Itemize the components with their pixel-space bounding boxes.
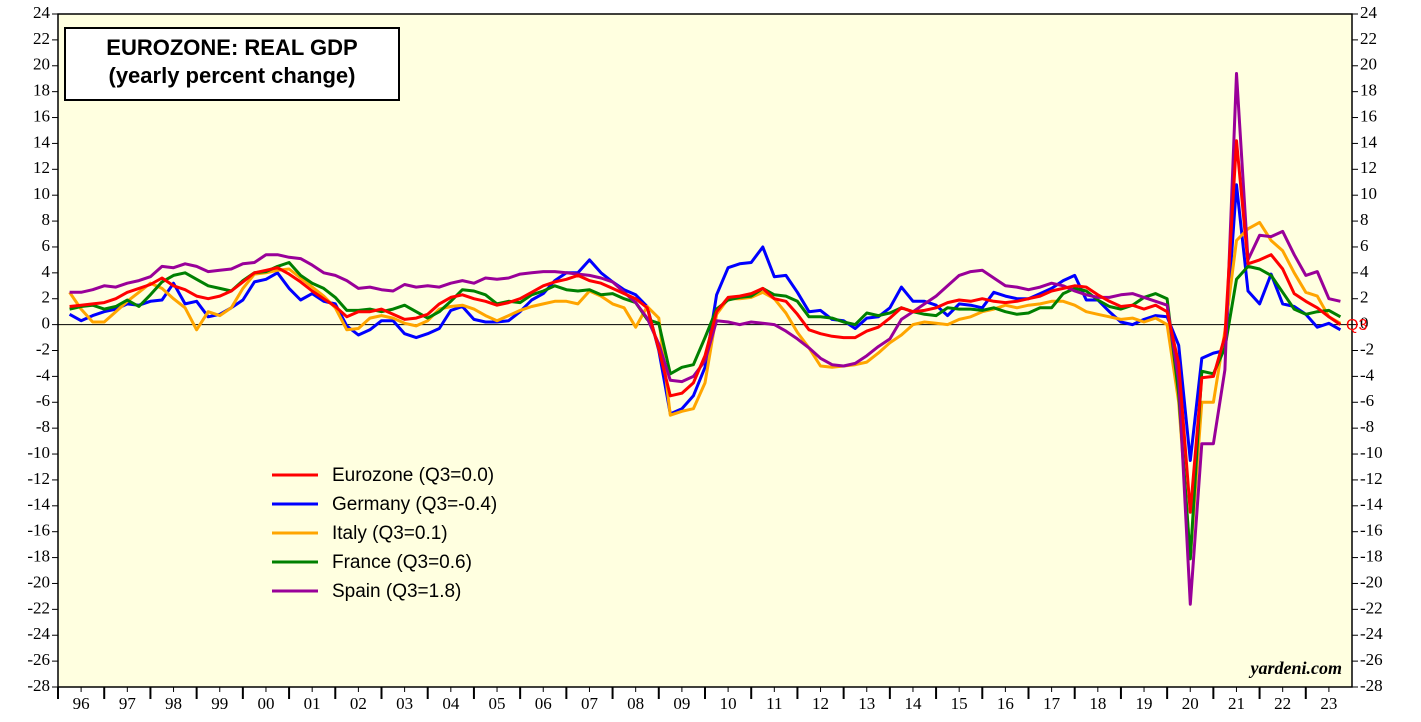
y-tick-label: 20 [33,55,50,74]
y-tick-label: 10 [33,184,50,203]
y-tick-label: -6 [36,391,50,410]
x-tick-label: 19 [1136,694,1153,713]
y-tick-label: -18 [27,546,50,565]
series-line [68,183,1342,462]
y-tick-label: -12 [27,469,50,488]
y-tick-label: -4 [36,365,51,384]
x-tick-label: 16 [997,694,1014,713]
series-line [69,72,1341,606]
y-tick-label-right: 14 [1360,132,1378,151]
x-tick-label: 18 [1089,694,1106,713]
legend-label: Eurozone (Q3=0.0) [332,465,494,486]
x-tick-label: 13 [858,694,875,713]
y-tick-label-right: -20 [1360,572,1383,591]
y-tick-label-right: -24 [1360,624,1383,643]
y-tick-label-right: 20 [1360,55,1377,74]
x-tick-label: 09 [673,694,690,713]
y-tick-label: -8 [36,417,50,436]
source-label: yardeni.com [1249,658,1343,678]
chart-title: EUROZONE: REAL GDP [106,35,357,60]
y-tick-label: 12 [33,158,50,177]
x-tick-label: 96 [73,694,90,713]
y-tick-label-right: -12 [1360,469,1383,488]
y-tick-label-right: 2 [1360,288,1369,307]
x-tick-label: 03 [396,694,413,713]
chart-subtitle: (yearly percent change) [109,63,356,88]
y-tick-label-right: 6 [1360,236,1369,255]
y-tick-label-right: -6 [1360,391,1374,410]
y-tick-label: -26 [27,650,50,669]
y-tick-label: 22 [33,29,50,48]
y-tick-label-right: -22 [1360,598,1383,617]
legend-label: France (Q3=0.6) [332,552,472,573]
y-tick-label: -24 [27,624,50,643]
y-tick-label-right: -2 [1360,339,1374,358]
x-tick-label: 15 [951,694,968,713]
y-tick-label-right: -10 [1360,443,1383,462]
x-tick-label: 11 [766,694,782,713]
y-tick-label-right: 8 [1360,210,1369,229]
x-tick-label: 97 [119,694,137,713]
x-tick-label: 22 [1274,694,1291,713]
y-tick-label: 6 [42,236,51,255]
y-tick-label: -16 [27,521,50,540]
x-tick-label: 04 [442,694,460,713]
y-tick-label: -10 [27,443,50,462]
y-tick-label: 24 [33,3,51,22]
y-tick-label-right: -8 [1360,417,1374,436]
x-tick-label: 99 [211,694,228,713]
y-tick-label-right: -28 [1360,676,1383,695]
y-tick-label-right: -14 [1360,495,1383,514]
legend-label: Italy (Q3=0.1) [332,523,448,544]
y-tick-label-right: -4 [1360,365,1375,384]
y-tick-label-right: -16 [1360,521,1383,540]
y-tick-label-right: 18 [1360,81,1377,100]
legend-label: Germany (Q3=-0.4) [332,494,497,515]
y-tick-label-right: 0 [1360,314,1369,333]
y-tick-label: 14 [33,132,51,151]
y-tick-label: 18 [33,81,50,100]
x-tick-label: 01 [304,694,321,713]
x-tick-label: 07 [581,694,599,713]
x-tick-label: 23 [1320,694,1337,713]
last-quarter-label: Q3 [1346,317,1367,334]
x-tick-label: 20 [1182,694,1199,713]
y-tick-label-right: 16 [1360,106,1377,125]
x-tick-label: 00 [257,694,274,713]
y-tick-label-right: 22 [1360,29,1377,48]
y-tick-label: -22 [27,598,50,617]
y-tick-label: -14 [27,495,50,514]
y-tick-label-right: 4 [1360,262,1369,281]
x-tick-label: 14 [904,694,922,713]
y-tick-label-right: -26 [1360,650,1383,669]
y-tick-label: 8 [42,210,51,229]
x-tick-label: 05 [489,694,506,713]
y-tick-label: -2 [36,339,50,358]
x-tick-label: 02 [350,694,367,713]
y-tick-label: -28 [27,676,50,695]
y-tick-label: 2 [42,288,51,307]
y-tick-label-right: -18 [1360,546,1383,565]
x-tick-label: 12 [812,694,829,713]
legend-label: Spain (Q3=1.8) [332,581,461,602]
y-tick-label-right: 10 [1360,184,1377,203]
plot-area [58,72,1352,606]
x-tick-label: 17 [1043,694,1061,713]
y-tick-label: 16 [33,106,50,125]
x-tick-label: 08 [627,694,644,713]
y-tick-label-right: 24 [1360,3,1378,22]
x-tick-label: 21 [1228,694,1245,713]
title-box [64,27,400,101]
y-tick-label: 4 [42,262,51,281]
x-tick-label: 10 [720,694,737,713]
y-tick-label: -20 [27,572,50,591]
x-tick-label: 06 [535,694,552,713]
x-tick-label: 98 [165,694,182,713]
y-tick-label-right: 12 [1360,158,1377,177]
y-tick-label: 0 [42,314,51,333]
series-line [69,139,1342,514]
